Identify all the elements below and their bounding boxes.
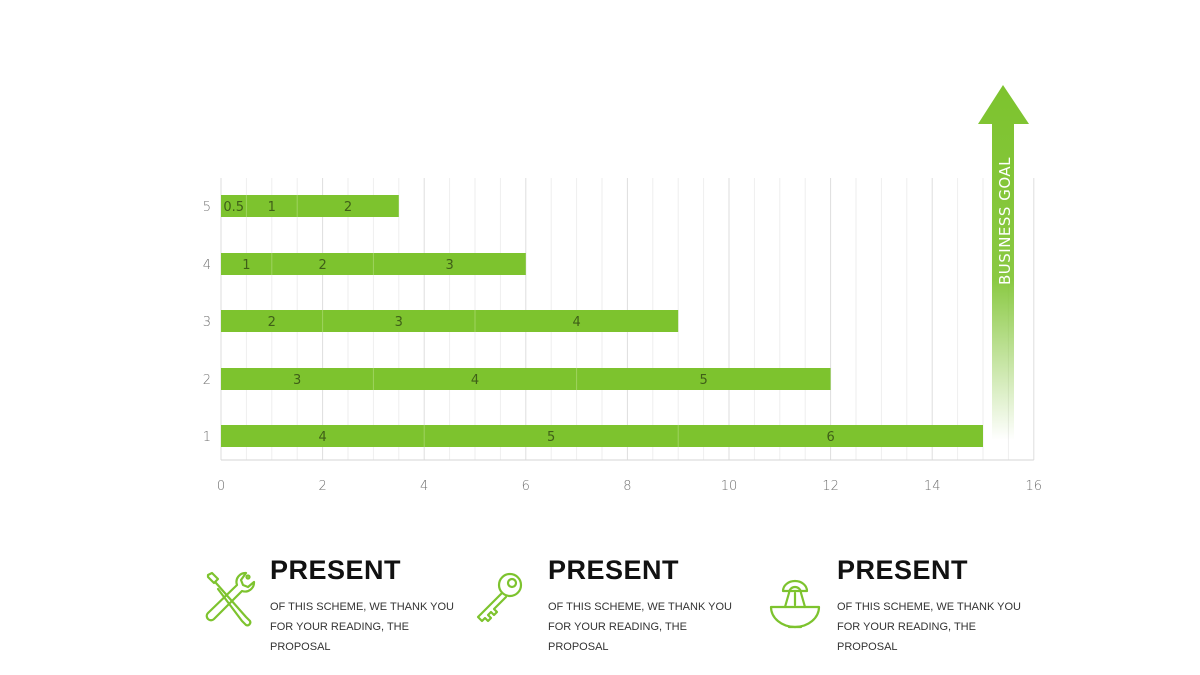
feature-description: OF THIS SCHEME, WE THANK YOU FOR YOUR RE…	[270, 597, 455, 657]
bar-segment	[246, 195, 298, 217]
bar-segment	[221, 195, 247, 217]
feature-desc-line: FOR YOUR READING, THE	[270, 621, 409, 633]
feature-heading: PRESENT	[548, 555, 680, 585]
x-tick-label: 6	[522, 479, 530, 494]
feature-heading: PRESENT	[270, 555, 402, 585]
business-goal-arrow: BUSINESS GOAL	[978, 85, 1029, 440]
bar-segment	[297, 195, 399, 217]
bar-segment	[221, 368, 374, 390]
bar-segment-label: 4	[572, 315, 580, 330]
bar-segment	[271, 253, 374, 275]
x-tick-label: 12	[822, 479, 839, 494]
bar-segment-label: 4	[471, 373, 479, 388]
feature-desc-line: PROPOSAL	[270, 641, 331, 653]
x-tick-label: 0	[217, 479, 225, 494]
juicer-icon	[767, 567, 829, 629]
feature-desc-line: PROPOSAL	[548, 641, 609, 653]
x-tick-label: 14	[924, 479, 941, 494]
goal-arrow-label: BUSINESS GOAL	[996, 157, 1014, 285]
bar-segment	[322, 310, 475, 332]
chart-segment-labels: 4 5 6 3 4 5 2 3 4 1 2 3 0.5 1 2	[223, 200, 834, 445]
x-tick-label: 4	[420, 479, 428, 494]
feature-card-3: PRESENT OF THIS SCHEME, WE THANK YOU FOR…	[767, 555, 1047, 665]
goal-arrow-shape	[978, 85, 1029, 440]
y-tick-label: 4	[203, 258, 211, 273]
wrench-screwdriver-icon	[200, 567, 262, 629]
bar-segment	[373, 253, 526, 275]
bar-segment-label: 2	[318, 258, 326, 273]
feature-card-1: PRESENT OF THIS SCHEME, WE THANK YOU FOR…	[200, 555, 480, 665]
bar-segment-label: 5	[547, 430, 555, 445]
chart-y-tick-labels: 1 2 3 4 5	[203, 200, 211, 445]
bar-segment-label: 1	[268, 200, 276, 215]
bar-segment	[221, 310, 323, 332]
y-tick-label: 2	[203, 373, 211, 388]
bar-segment-label: 6	[826, 430, 834, 445]
bar-segment-label: 2	[344, 200, 352, 215]
bar-segment	[424, 425, 679, 447]
bar-segment	[475, 310, 679, 332]
feature-desc-line: PROPOSAL	[837, 641, 898, 653]
bar-segment-label: 5	[699, 373, 707, 388]
bar-segment-label: 3	[293, 373, 301, 388]
y-tick-label: 3	[203, 315, 211, 330]
feature-desc-line: OF THIS SCHEME, WE THANK YOU	[548, 601, 732, 613]
y-tick-label: 5	[203, 200, 211, 215]
bar-segment-label: 4	[318, 430, 326, 445]
key-icon	[470, 567, 532, 629]
feature-heading: PRESENT	[837, 555, 969, 585]
chart-bars	[221, 195, 983, 447]
feature-description: OF THIS SCHEME, WE THANK YOU FOR YOUR RE…	[837, 597, 1022, 657]
bar-segment-label: 1	[242, 258, 250, 273]
bar-segment-label: 3	[395, 315, 403, 330]
feature-desc-line: OF THIS SCHEME, WE THANK YOU	[837, 601, 1021, 613]
bar-segment	[678, 425, 983, 447]
feature-desc-line: FOR YOUR READING, THE	[548, 621, 687, 633]
bar-segment	[221, 253, 272, 275]
x-tick-label: 10	[721, 479, 738, 494]
feature-desc-line: FOR YOUR READING, THE	[837, 621, 976, 633]
x-tick-label: 16	[1026, 479, 1043, 494]
bar-segment	[576, 368, 831, 390]
feature-desc-line: OF THIS SCHEME, WE THANK YOU	[270, 601, 454, 613]
chart-x-tick-labels: 0 2 4 6 8 10 12 14 16	[217, 479, 1042, 494]
y-tick-label: 1	[203, 430, 211, 445]
feature-description: OF THIS SCHEME, WE THANK YOU FOR YOUR RE…	[548, 597, 733, 657]
x-tick-label: 2	[318, 479, 326, 494]
bar-segment	[373, 368, 577, 390]
bar-segment-label: 2	[268, 315, 276, 330]
feature-card-2: PRESENT OF THIS SCHEME, WE THANK YOU FOR…	[476, 555, 758, 665]
bar-segment-label: 3	[445, 258, 453, 273]
bar-segment-label: 0.5	[223, 200, 244, 215]
bar-segment	[221, 425, 425, 447]
x-tick-label: 8	[623, 479, 631, 494]
